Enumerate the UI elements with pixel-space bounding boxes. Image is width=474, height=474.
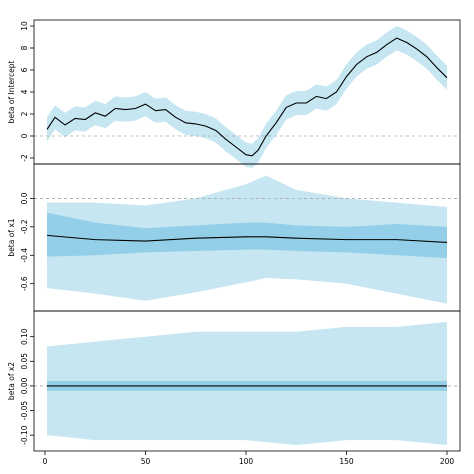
y-tick-label: 2 (20, 111, 29, 116)
coefficient-line (46, 37, 448, 157)
y-tick-label: 4 (20, 89, 29, 94)
x-tick-label: 50 (141, 457, 151, 466)
x-tick-label: 200 (440, 457, 455, 466)
y-tick-label: -0.05 (20, 401, 29, 421)
y-tick-label: -0.10 (20, 425, 29, 445)
y-tick-label: -0.6 (20, 276, 29, 291)
y-tick-label: -2 (20, 154, 29, 162)
y-tick-label: 8 (20, 45, 29, 50)
credible-band-outer (47, 26, 447, 168)
coefficient-line (46, 234, 448, 244)
y-tick-label: -0.4 (20, 248, 29, 263)
panel-3: -0.10 -0.05 0.00 0.05 0.10 beta of x2 0 50 100 15… (7, 310, 461, 466)
y-tick-label: 0.05 (20, 353, 29, 370)
credible-band-inner (47, 212, 447, 259)
y-axis-title: beta of x2 (7, 362, 16, 400)
panel-1: -2 0 2 4 6 8 10 beta of Intercept (7, 19, 461, 168)
panel-2: -0.6 -0.4 -0.2 0.0 beta of x1 (7, 163, 461, 312)
y-axis-title: beta of Intercept (7, 61, 16, 124)
x-tick-label: 150 (339, 457, 354, 466)
y-tick-label: 0.00 (20, 377, 29, 394)
x-tick-label: 100 (239, 457, 254, 466)
y-tick-label: 0.10 (20, 328, 29, 345)
y-tick-label: -0.2 (20, 219, 29, 234)
y-axis-title: beta of x1 (7, 218, 16, 256)
x-tick-label: 0 (43, 457, 48, 466)
y-tick-label: 0 (20, 133, 29, 138)
y-tick-label: 10 (20, 21, 29, 31)
y-tick-label: 0.0 (20, 192, 29, 204)
y-tick-label: 6 (20, 67, 29, 72)
panel-frame (33, 310, 461, 452)
